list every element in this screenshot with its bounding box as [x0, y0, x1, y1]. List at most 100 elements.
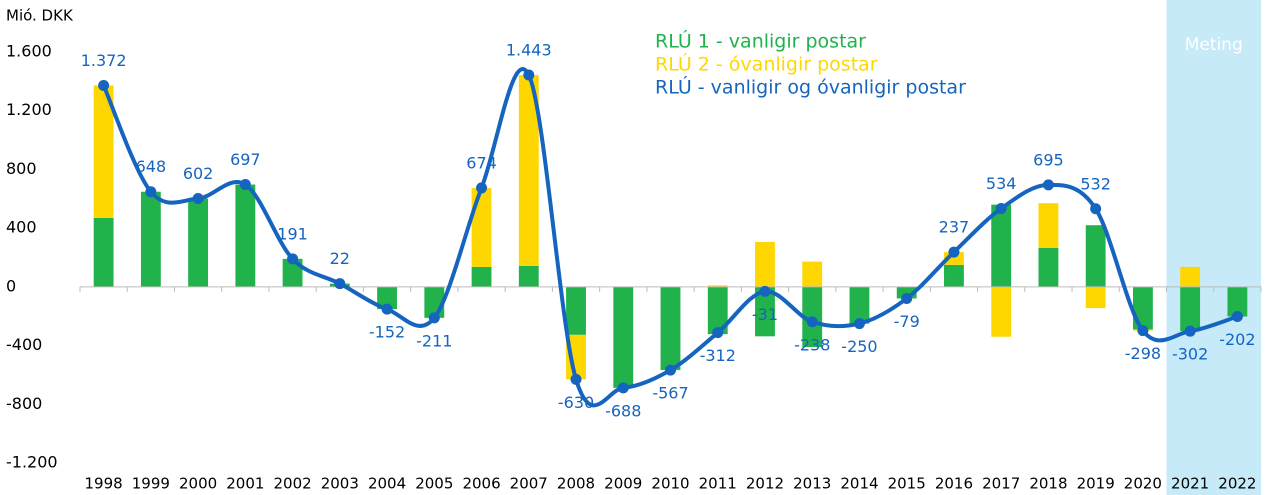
x-tick-label: 2004	[368, 475, 406, 493]
data-label: -688	[605, 401, 641, 420]
data-label: 1.372	[81, 51, 127, 70]
x-tick-label: 2013	[793, 475, 831, 493]
bar-segment	[896, 286, 917, 299]
x-tick-label: 2017	[982, 475, 1020, 493]
bar-segment	[660, 286, 681, 371]
data-label: 532	[1080, 174, 1111, 193]
bar-segment	[707, 285, 728, 287]
y-axis-unit: Mió. DKK	[6, 7, 74, 25]
line-point	[901, 292, 913, 304]
line-point	[1042, 179, 1054, 191]
data-label: -250	[841, 337, 877, 356]
x-tick-label: 2008	[557, 475, 595, 493]
x-tick-label: 2002	[273, 475, 311, 493]
data-label: 648	[136, 157, 167, 176]
bar-segment	[1038, 247, 1059, 287]
bar-segment	[518, 75, 539, 266]
x-tick-label: 2019	[1077, 475, 1115, 493]
legend-entry: RLÚ - vanligir og óvanligir postar	[655, 75, 966, 99]
x-tick-label: 2015	[888, 475, 926, 493]
data-label: 22	[330, 249, 350, 268]
line-point	[570, 373, 582, 385]
line-point	[759, 285, 771, 297]
line-point	[995, 202, 1007, 214]
line-point	[1184, 325, 1196, 337]
y-tick-label: -400	[6, 335, 42, 354]
data-label: 191	[277, 224, 308, 243]
bar-segment	[991, 286, 1012, 337]
line-point	[192, 192, 204, 204]
line-point	[145, 186, 157, 198]
x-tick-label: 2007	[510, 475, 548, 493]
data-label: -31	[752, 305, 778, 324]
bar-segment	[566, 286, 586, 335]
y-tick-label: -1.200	[6, 453, 58, 472]
bar-segment	[1180, 286, 1201, 332]
data-label: -630	[558, 393, 594, 412]
bar-segment	[1085, 286, 1106, 309]
bar-segment	[471, 187, 492, 267]
bar-segment	[802, 261, 823, 287]
x-tick-label: 2022	[1218, 475, 1256, 493]
data-label: 695	[1033, 150, 1064, 169]
x-tick-label: 2016	[935, 475, 973, 493]
x-tick-label: 2006	[462, 475, 500, 493]
bar-segment	[93, 217, 114, 287]
bar-segment	[235, 184, 256, 287]
x-tick-label: 2000	[179, 475, 217, 493]
line-point	[806, 316, 818, 328]
bar-segment	[1227, 286, 1248, 317]
x-tick-label: 2010	[651, 475, 689, 493]
legend-entry: RLÚ 2 - óvanligir postar	[655, 52, 878, 76]
x-tick-label: 2009	[604, 475, 642, 493]
bar-segment	[1085, 225, 1106, 287]
bar-segment	[566, 334, 586, 380]
x-tick-label: 1999	[132, 475, 170, 493]
x-tick-label: 2003	[321, 475, 359, 493]
line-point	[98, 79, 110, 91]
bar-segment	[188, 198, 209, 287]
data-label: -312	[700, 346, 736, 365]
data-label: -202	[1219, 330, 1255, 349]
bar-segment	[1038, 203, 1059, 248]
data-label: 1.443	[506, 41, 552, 60]
bar-segment	[991, 204, 1012, 287]
line-point	[1137, 325, 1149, 337]
data-label: -152	[369, 323, 405, 342]
data-label: -79	[894, 312, 920, 331]
data-label: -211	[416, 331, 452, 350]
x-tick-label: 2020	[1124, 475, 1162, 493]
bar-segment	[613, 286, 634, 388]
line-point	[476, 182, 488, 194]
line-point	[1231, 311, 1243, 323]
line-point	[853, 318, 865, 330]
y-tick-label: 400	[6, 218, 37, 237]
data-label: -567	[652, 384, 688, 403]
x-tick-label: 2011	[699, 475, 737, 493]
x-tick-label: 2012	[746, 475, 784, 493]
data-label: 602	[183, 164, 214, 183]
data-label: 534	[986, 174, 1017, 193]
data-label: 674	[466, 153, 497, 172]
legend-entry: RLÚ 1 - vanligir postar	[655, 29, 866, 53]
data-label: 237	[939, 218, 970, 237]
data-label: -238	[794, 335, 830, 354]
data-label: 697	[230, 150, 261, 169]
bar-segment	[471, 266, 492, 287]
y-tick-label: 1.200	[6, 100, 52, 119]
data-label: -302	[1172, 345, 1208, 364]
line-point	[239, 179, 251, 191]
y-tick-label: 800	[6, 159, 37, 178]
bar-segment	[93, 85, 114, 218]
bar-segment	[707, 286, 728, 335]
bar-segment	[377, 286, 397, 310]
x-tick-label: 2021	[1171, 475, 1209, 493]
bar-segment	[755, 286, 775, 337]
bar-segment	[1180, 266, 1201, 287]
forecast-region	[1166, 0, 1261, 495]
data-label: -298	[1125, 344, 1161, 363]
y-tick-label: 0	[6, 276, 16, 295]
line-point	[428, 312, 440, 324]
bar-segment	[140, 191, 161, 287]
